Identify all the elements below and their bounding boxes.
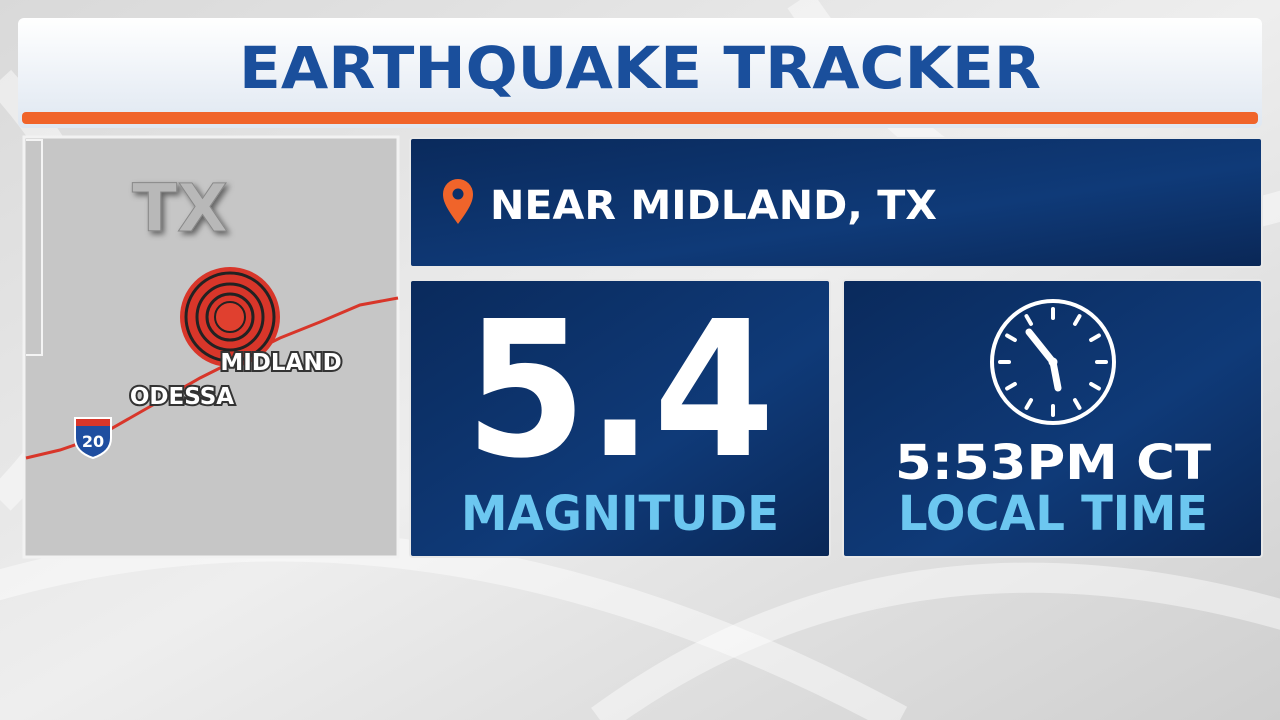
clock-tick bbox=[1073, 314, 1082, 326]
clock-tick bbox=[1073, 398, 1082, 410]
city-label: ODESSA bbox=[130, 384, 234, 410]
clock-tick bbox=[1089, 382, 1101, 391]
time-label: LOCAL TIME bbox=[898, 486, 1208, 542]
header-accent bbox=[22, 112, 1258, 124]
clock-tick bbox=[1005, 382, 1017, 391]
location-text: NEAR MIDLAND, TX bbox=[490, 183, 937, 229]
state-label: TX bbox=[132, 170, 228, 247]
magnitude-value: 5.4 bbox=[465, 281, 775, 500]
clock-tick bbox=[1005, 333, 1017, 342]
magnitude-panel bbox=[409, 279, 831, 558]
header-box bbox=[18, 18, 1262, 128]
highway-number: 20 bbox=[82, 432, 104, 451]
pin-hole bbox=[452, 188, 464, 200]
state-border bbox=[26, 139, 43, 356]
clock-tick bbox=[1089, 333, 1101, 342]
epicenter-dot bbox=[214, 301, 246, 333]
epicenter-ring bbox=[195, 282, 265, 352]
magnitude-label: MAGNITUDE bbox=[461, 486, 779, 542]
time-panel bbox=[842, 279, 1263, 558]
epicenter-ring bbox=[205, 292, 255, 342]
interstate-shield: 20 bbox=[74, 417, 112, 460]
title: EARTHQUAKE TRACKER bbox=[239, 34, 1041, 102]
clock-icon bbox=[990, 299, 1116, 425]
epicenter bbox=[180, 267, 280, 367]
time-value: 5:53PM CT bbox=[895, 435, 1211, 491]
clock-tick bbox=[1024, 398, 1033, 410]
epicenter-ring bbox=[184, 271, 276, 363]
clock-tick bbox=[1024, 314, 1033, 326]
pin-icon bbox=[443, 179, 473, 224]
location-panel bbox=[409, 137, 1263, 268]
city-label: MIDLAND bbox=[220, 350, 341, 376]
